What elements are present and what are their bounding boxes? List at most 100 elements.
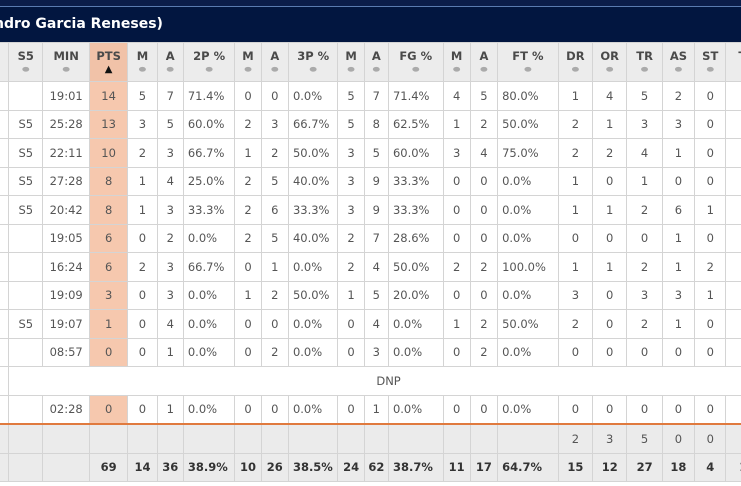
column-label: MIN [53, 49, 79, 63]
cell-dr: 1 [557, 81, 594, 111]
cell-a2 [156, 423, 184, 454]
cell-m3: 2 [234, 195, 262, 225]
cell-mfg: 2 [337, 223, 365, 253]
column-header-pfg[interactable]: FG % ⬬ [387, 42, 444, 82]
sort-descending-icon[interactable]: ▲ [104, 64, 113, 75]
cell-to: 2 [725, 109, 741, 139]
cell-a3: 2 [260, 280, 289, 310]
sort-both-icon[interactable]: ⬬ [22, 65, 30, 74]
column-header-st[interactable]: ST ⬬ [694, 42, 727, 82]
column-header-afg[interactable]: A ⬬ [363, 42, 389, 82]
column-header-mft[interactable]: M ⬬ [442, 42, 471, 82]
cell-or: 3 [592, 423, 628, 454]
sort-both-icon[interactable]: ⬬ [372, 65, 380, 74]
sort-both-icon[interactable]: ⬬ [641, 65, 648, 74]
cell-afg: 4 [363, 252, 389, 282]
cell-pft: 100.0% [497, 252, 559, 282]
sort-both-icon[interactable]: ⬬ [62, 65, 70, 74]
sort-both-icon[interactable]: ⬬ [571, 65, 579, 74]
cell-pft: 0.0% [497, 166, 559, 196]
player-row: S5 25:28 13 3 5 60.0% 2 3 66.7% 5 8 62.5% 1 2 50.0% 2 1 3… [0, 109, 741, 139]
sort-both-icon[interactable]: ⬬ [706, 65, 714, 74]
cell-dr: 0 [557, 223, 594, 253]
sort-both-icon[interactable]: ⬬ [480, 65, 488, 74]
cell-s5 [8, 280, 44, 310]
sort-both-icon[interactable]: ⬬ [347, 65, 355, 74]
cell-a3: 5 [260, 166, 289, 196]
cell-p3: 0.0% [287, 394, 339, 425]
column-label: M [450, 49, 463, 63]
cell-st: 0 [694, 423, 727, 454]
sort-both-icon[interactable]: ⬬ [674, 65, 682, 74]
column-header-a3[interactable]: A ⬬ [260, 42, 289, 82]
cell-tr: 4 [626, 138, 663, 168]
cell-st: 0 [694, 309, 727, 339]
column-header-aft[interactable]: A ⬬ [469, 42, 499, 82]
sort-both-icon[interactable]: ⬬ [139, 65, 146, 74]
box-score-table: S5 ⬬ MIN ⬬ PTS ▲ M ⬬ A ⬬ 2P % ⬬ M ⬬ A ⬬ 3P % ⬬ M ⬬ A ⬬ FG % ⬬ M ⬬… [0, 42, 741, 482]
cell-mft: 0 [442, 280, 471, 310]
column-header-a2[interactable]: A ⬬ [156, 42, 184, 82]
sort-both-icon[interactable]: ⬬ [271, 65, 279, 74]
column-header-min[interactable]: MIN ⬬ [42, 42, 90, 82]
column-header-p2[interactable]: 2P % ⬬ [182, 42, 236, 82]
cell-st: 4 [694, 452, 727, 482]
column-header-or[interactable]: OR ⬬ [592, 42, 628, 82]
cell-p2: 0.0% [182, 337, 236, 367]
cell-st: 2 [694, 252, 727, 282]
cell-as: 18 [661, 452, 696, 482]
cell-mft: 0 [442, 394, 471, 425]
cell-aft: 2 [469, 309, 499, 339]
cell-mfg: 2 [337, 252, 365, 282]
sort-both-icon[interactable]: ⬬ [606, 65, 614, 74]
cell-to: 0 [725, 394, 741, 425]
sort-both-icon[interactable]: ⬬ [244, 65, 252, 74]
column-header-as[interactable]: AS ⬬ [661, 42, 696, 82]
column-header-p3[interactable]: 3P % ⬬ [287, 42, 339, 82]
cell-name [0, 366, 10, 396]
sort-both-icon[interactable]: ⬬ [166, 65, 174, 74]
player-row: S5 22:11 10 2 3 66.7% 1 2 50.0% 3 5 60.0% 3 4 75.0% 2 2 4… [0, 138, 741, 168]
sort-both-icon[interactable]: ⬬ [412, 65, 420, 74]
cell-mft: 0 [442, 337, 471, 367]
column-header-pft[interactable]: FT % ⬬ [497, 42, 559, 82]
sort-both-icon[interactable]: ⬬ [524, 65, 532, 74]
cell-as: 6 [661, 195, 696, 225]
column-header-tr[interactable]: TR ⬬ [626, 42, 663, 82]
cell-s5: S5 [8, 166, 44, 196]
cell-p3: 38.5% [287, 452, 339, 482]
sort-both-icon[interactable]: ⬬ [727, 65, 741, 74]
cell-or: 0 [592, 280, 628, 310]
cell-p2 [182, 423, 236, 454]
column-label: AS [669, 49, 687, 63]
column-header-mfg[interactable]: M ⬬ [337, 42, 365, 82]
cell-afg: 4 [363, 309, 389, 339]
cell-pfg: 0.0% [387, 394, 444, 425]
column-header-m2[interactable]: M ⬬ [127, 42, 158, 82]
cell-p3: 0.0% [287, 252, 339, 282]
sort-both-icon[interactable]: ⬬ [205, 65, 213, 74]
cell-to: 3 [725, 280, 741, 310]
column-header-m3[interactable]: M ⬬ [234, 42, 262, 82]
cell-or: 1 [592, 252, 628, 282]
cell-name [0, 452, 10, 482]
cell-aft: 4 [469, 138, 499, 168]
cell-st: 0 [694, 223, 727, 253]
cell-m2: 1 [127, 166, 158, 196]
sort-both-icon[interactable]: ⬬ [309, 65, 317, 74]
sort-both-icon[interactable]: ⬬ [453, 65, 461, 74]
cell-tr: 27 [626, 452, 663, 482]
column-header-s5[interactable]: S5 ⬬ [8, 42, 44, 82]
cell-p3: 40.0% [287, 223, 339, 253]
column-header-pts[interactable]: PTS ▲ [88, 42, 129, 82]
cell-mfg: 0 [337, 309, 365, 339]
column-header-dr[interactable]: DR ⬬ [557, 42, 594, 82]
cell-pts: 13 [88, 109, 129, 139]
cell-name [0, 309, 10, 339]
cell-dr: 3 [557, 280, 594, 310]
cell-min: 19:05 [42, 223, 90, 253]
cell-tr: 3 [626, 109, 663, 139]
cell-aft: 0 [469, 166, 499, 196]
cell-mfg: 5 [337, 109, 365, 139]
column-header-to[interactable]: TO ⬬ [725, 42, 741, 82]
